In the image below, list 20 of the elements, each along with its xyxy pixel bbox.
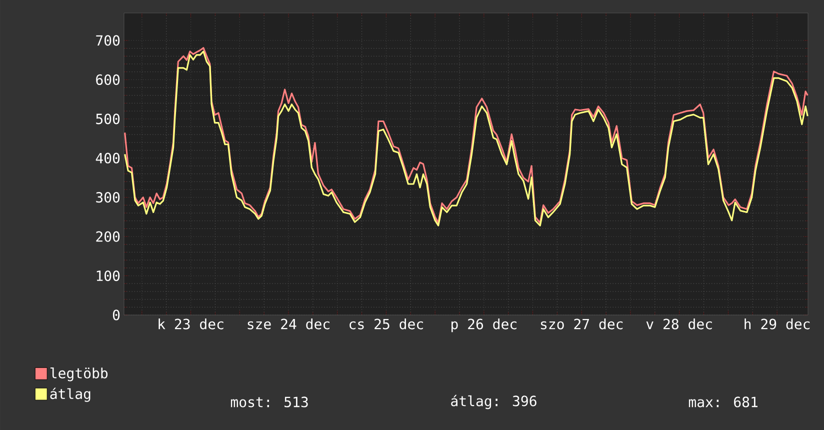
x-tick-label: sze 24 dec [248,318,330,330]
x-tick-label: p 26 dec [452,318,516,332]
y-tick-label: 0 [112,310,120,320]
y-tick-label: 100 [96,270,120,282]
x-tick-label: k 23 dec [158,318,224,330]
legend-label: legtöbb [50,368,108,382]
y-tick-label: 600 [96,74,120,85]
x-tick-label: szo 27 dec [540,318,623,330]
text: átlag: 396 [451,394,536,410]
x-tick-label: cs 25 dec [350,318,423,330]
legend-label: átlag [50,388,90,402]
x-tick-label: v 28 dec [646,318,712,330]
y-tick-label: 700 [96,35,120,46]
text: most: 513 [230,396,308,408]
x-tick-label: h 29 dec [744,318,810,330]
y-tick-label: 400 [96,152,120,164]
y-tick-label: 500 [96,114,120,124]
y-tick-label: 300 [96,192,120,203]
text: max: 681 [688,396,758,408]
y-tick-label: 200 [96,231,120,242]
